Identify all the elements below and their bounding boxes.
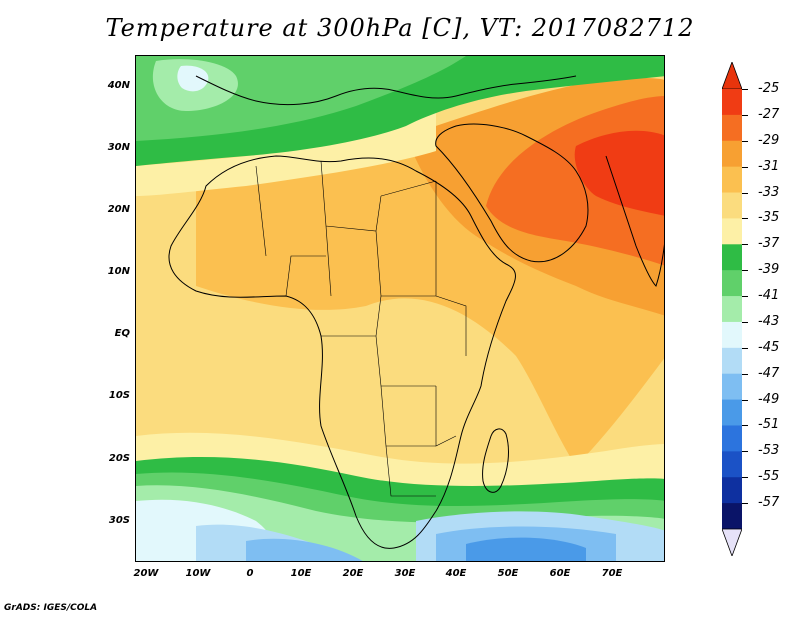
colorbar-cell-15 — [722, 477, 742, 504]
colorbar-label-12: -49 — [758, 391, 780, 407]
colorbar-label-10: -45 — [758, 339, 780, 355]
colorbar-tick-2 — [742, 140, 748, 142]
colorbar-tick-3 — [742, 166, 748, 168]
country-borders — [255, 160, 467, 497]
colorbar-label-5: -35 — [758, 210, 780, 226]
colorbar-cell-12 — [722, 399, 742, 426]
lon-label-10e: 10E — [290, 568, 312, 579]
colorbar-cell-16 — [722, 503, 742, 530]
colorbar-label-1: -27 — [758, 106, 780, 122]
lat-label-30n: 30N — [107, 142, 130, 153]
lat-label-10s: 10S — [108, 390, 130, 401]
colorbar-cell-11 — [722, 373, 742, 401]
colorbar-cell-9 — [722, 321, 742, 349]
temperature-field — [136, 56, 664, 561]
lat-label-40n: 40N — [107, 80, 130, 91]
colorbar-label-8: -41 — [758, 288, 780, 304]
colorbar — [722, 62, 742, 556]
lon-label-20w: 20W — [133, 568, 159, 579]
colorbar-cell-13 — [722, 425, 742, 452]
colorbar-label-7: -39 — [758, 262, 780, 278]
colorbar-tick-0 — [742, 89, 748, 90]
lon-label-10w: 10W — [185, 568, 211, 579]
map-panel — [135, 55, 665, 562]
colorbar-cell-8 — [722, 296, 742, 323]
colorbar-top-arrow — [722, 62, 742, 90]
colorbar-label-11: -47 — [758, 365, 780, 381]
field-region-minus43-north — [177, 65, 209, 92]
colorbar-label-3: -31 — [758, 158, 780, 174]
arabia-coastline — [435, 123, 589, 263]
lon-label-20e: 20E — [342, 568, 364, 579]
india-coastline — [605, 155, 664, 287]
colorbar-cell-6 — [722, 244, 742, 271]
colorbar-tick-5 — [742, 218, 748, 220]
colorbar-tick-12 — [742, 399, 748, 401]
lat-label-20s: 20S — [108, 453, 130, 464]
lon-label-60e: 60E — [549, 568, 571, 579]
colorbar-tick-13 — [742, 425, 748, 427]
lat-label-eq: EQ — [114, 328, 130, 339]
colorbar-tick-9 — [742, 321, 748, 323]
colorbar-label-9: -43 — [758, 313, 780, 329]
europe-coastline — [195, 75, 577, 106]
colorbar-tick-16 — [742, 503, 748, 505]
madagascar-coastline — [482, 428, 509, 493]
lat-label-10n: 10N — [107, 266, 130, 277]
colorbar-tick-6 — [742, 244, 748, 246]
colorbar-label-4: -33 — [758, 184, 780, 200]
colorbar-label-16: -57 — [758, 495, 780, 511]
lon-label-50e: 50E — [497, 568, 519, 579]
lat-label-20n: 20N — [107, 204, 130, 215]
field-region-minus35-north — [136, 101, 436, 196]
lon-label-40e: 40E — [445, 568, 467, 579]
lon-label-0: 0 — [246, 568, 254, 579]
colorbar-label-2: -29 — [758, 132, 780, 148]
colorbar-tick-1 — [742, 114, 748, 116]
colorbar-tick-4 — [742, 192, 748, 194]
colorbar-cell-10 — [722, 347, 742, 375]
field-region-minus49-south — [466, 537, 586, 561]
colorbar-tick-10 — [742, 347, 748, 349]
colorbar-tick-7 — [742, 270, 748, 272]
colorbar-cell-0 — [722, 89, 742, 116]
lat-label-30s: 30S — [108, 515, 130, 526]
map-title: Temperature at 300hPa [C], VT: 201708271… — [105, 14, 695, 42]
colorbar-cells — [722, 89, 742, 530]
africa-coastline — [168, 155, 516, 549]
colorbar-cell-2 — [722, 140, 742, 168]
colorbar-tick-8 — [742, 296, 748, 298]
colorbar-tick-11 — [742, 373, 748, 375]
colorbar-cell-14 — [722, 451, 742, 478]
colorbar-cell-1 — [722, 114, 742, 142]
colorbar-cell-5 — [722, 218, 742, 245]
colorbar-cell-4 — [722, 192, 742, 219]
lon-label-30e: 30E — [394, 568, 416, 579]
colorbar-cell-7 — [722, 270, 742, 297]
colorbar-bottom-arrow — [722, 528, 742, 556]
colorbar-cell-3 — [722, 166, 742, 194]
colorbar-label-6: -37 — [758, 236, 780, 252]
colorbar-label-15: -55 — [758, 469, 780, 485]
lon-label-70e: 70E — [601, 568, 623, 579]
field-region-minus25 — [574, 130, 664, 216]
colorbar-label-14: -53 — [758, 443, 780, 459]
credit-text: GrADS: IGES/COLA — [4, 603, 98, 613]
colorbar-tick-15 — [742, 477, 748, 479]
colorbar-tick-14 — [742, 451, 748, 453]
colorbar-label-0: -25 — [758, 81, 780, 96]
colorbar-label-13: -51 — [758, 417, 780, 433]
